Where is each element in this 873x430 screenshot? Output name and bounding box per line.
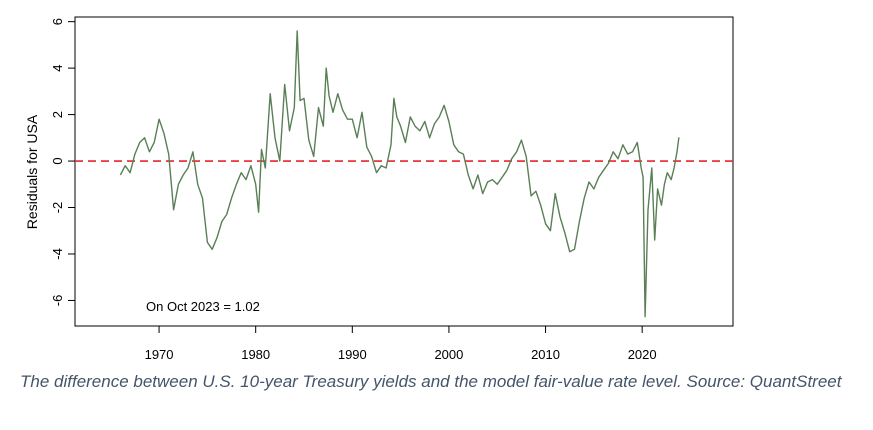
y-axis-title: Residuals for USA: [24, 114, 40, 229]
y-tick-label: 6: [50, 18, 65, 25]
y-tick-label: -6: [50, 295, 65, 307]
x-tick-label: 2020: [628, 347, 657, 362]
y-tick-label: 0: [50, 157, 65, 164]
x-tick-label: 2000: [434, 347, 463, 362]
y-tick-label: -2: [50, 202, 65, 214]
y-tick-label: 4: [50, 64, 65, 71]
latest-value-annotation: On Oct 2023 = 1.02: [146, 299, 260, 314]
y-tick-label: 2: [50, 111, 65, 118]
x-tick-label: 1980: [241, 347, 270, 362]
x-tick-label: 2010: [531, 347, 560, 362]
plot-frame: [74, 16, 734, 327]
residuals-series-line: [119, 30, 680, 318]
figure-caption: The difference between U.S. 10-year Trea…: [20, 372, 842, 391]
y-tick-label: -4: [50, 248, 65, 260]
residuals-chart: 6 4 2 0 -2 -4 -6 1970 1980 1990 2000 2010 2020 Resi…: [24, 16, 734, 362]
y-axis: 6 4 2 0 -2 -4 -6: [50, 18, 75, 306]
x-axis: 1970 1980 1990 2000 2010 2020: [145, 326, 657, 362]
x-tick-label: 1970: [145, 347, 174, 362]
x-tick-label: 1990: [338, 347, 367, 362]
